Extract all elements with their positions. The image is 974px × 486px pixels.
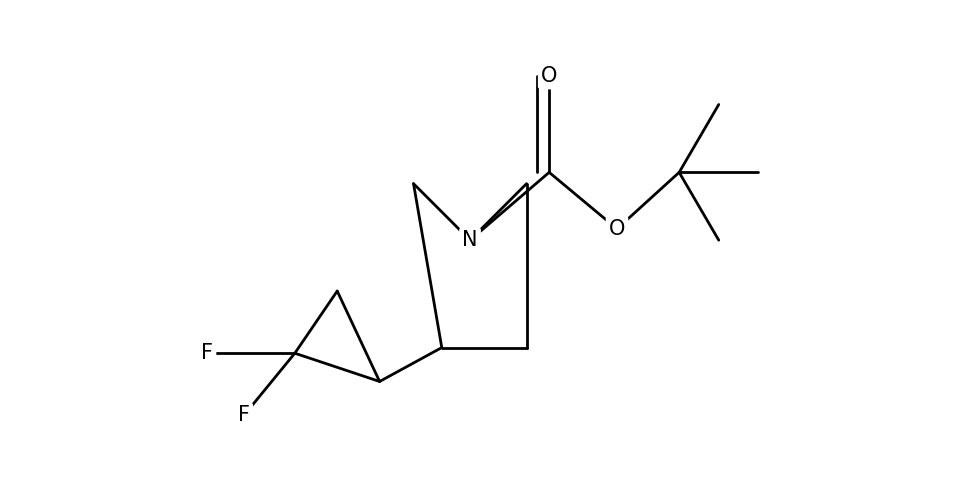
- Text: O: O: [541, 66, 557, 86]
- Text: F: F: [238, 405, 250, 425]
- Text: N: N: [463, 230, 478, 250]
- Text: F: F: [202, 343, 213, 363]
- Text: O: O: [609, 219, 625, 239]
